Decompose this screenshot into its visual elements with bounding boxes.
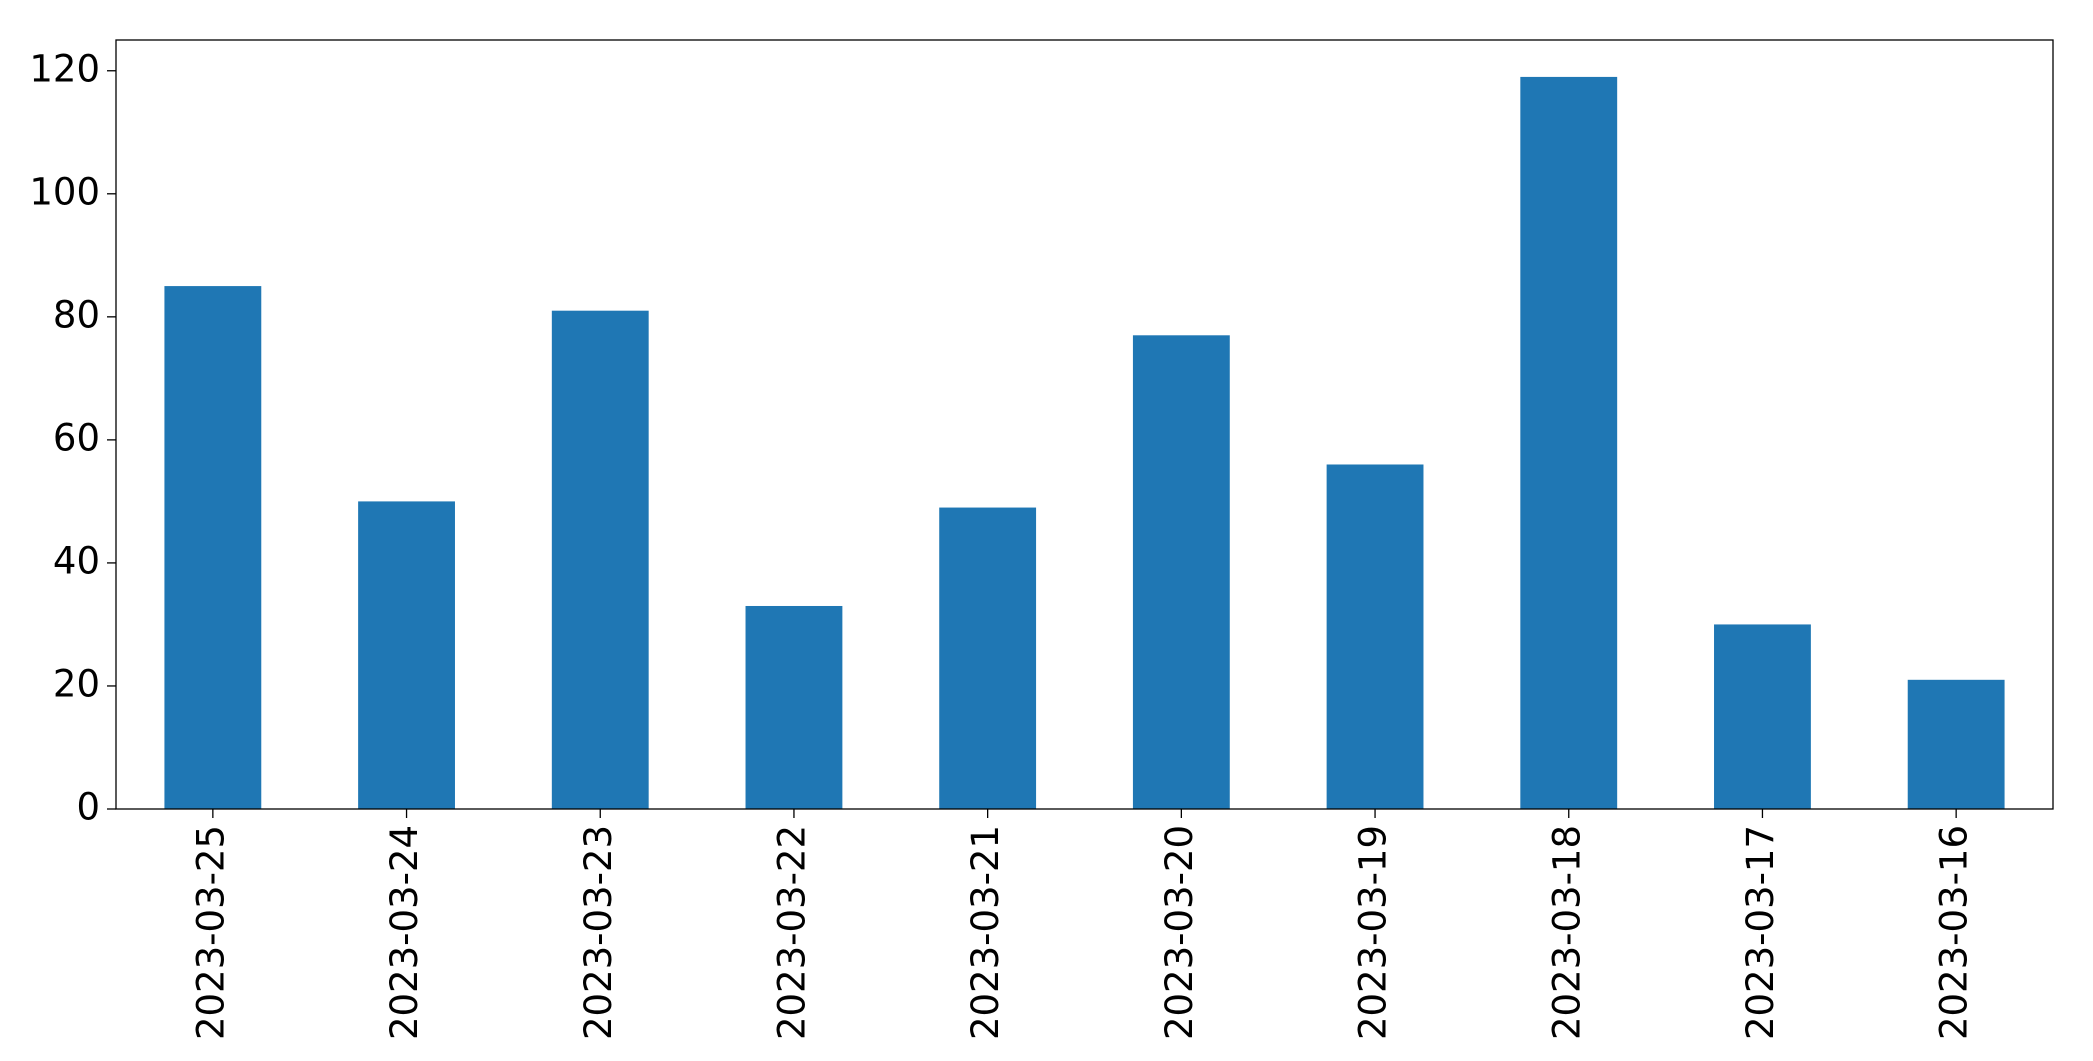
x-tick-label: 2023-03-18 [1545,825,1588,1040]
y-tick-label: 80 [53,293,100,336]
bar [1132,335,1230,809]
x-tick-label: 2023-03-17 [1739,825,1782,1040]
bar [358,501,455,809]
x-tick-label: 2023-03-23 [577,825,620,1040]
y-tick-label: 40 [53,539,100,582]
x-tick-label: 2023-03-22 [770,825,813,1040]
bar [939,507,1037,809]
y-tick-label: 20 [53,662,100,705]
y-tick-label: 60 [53,416,100,459]
plot-frame [115,39,2054,810]
x-tick-label: 2023-03-19 [1352,825,1395,1040]
bar [1520,76,1618,810]
x-tick-label: 2023-03-24 [383,825,426,1040]
bar [1907,679,2005,809]
bar [164,286,262,810]
bar [551,310,649,809]
bar [1326,464,1424,809]
y-tick-label: 120 [29,47,100,90]
y-tick-label: 100 [29,170,100,213]
x-tick-label: 2023-03-20 [1158,825,1201,1040]
y-tick-label: 0 [76,786,100,829]
bar [745,605,843,809]
x-tick-label: 2023-03-21 [964,825,1007,1040]
x-tick-label: 2023-03-16 [1933,825,1976,1040]
bar [1714,624,1811,809]
x-tick-label: 2023-03-25 [189,825,232,1040]
